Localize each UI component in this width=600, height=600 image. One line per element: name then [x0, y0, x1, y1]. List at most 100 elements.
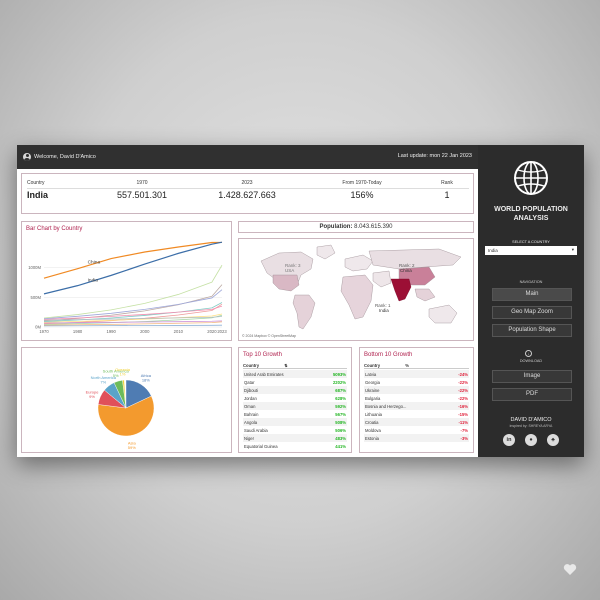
- kpi-header-2023: 2023: [241, 180, 253, 186]
- population-panel: Population: 8.043.615.390: [238, 221, 474, 233]
- pie-label-name: Europe: [86, 389, 100, 394]
- table-cell-country: Bulgaria: [365, 395, 381, 401]
- pie-label-pct: 18%: [142, 377, 150, 382]
- kpi-grid: Country 1970 2023 From 1970-Today Rank I…: [22, 174, 473, 200]
- bottom10-rows: Latvia -24% Georgia -22% Ukraine -22% Bulgaria…: [364, 370, 469, 442]
- table-cell-country: Moldova: [365, 427, 381, 433]
- top10-col-country: Country: [243, 363, 260, 368]
- tableau-icon[interactable]: ♣: [547, 434, 559, 446]
- country-select[interactable]: India ▾: [485, 246, 577, 255]
- sort-icon[interactable]: ⇅: [284, 363, 288, 368]
- table-row[interactable]: Equatorial Guinea 441%: [243, 442, 347, 450]
- map-india: [390, 278, 412, 302]
- kpi-value-1970: 557.501.301: [116, 190, 168, 200]
- line-chart[interactable]: 0M 500M 1000M 1970 1980 1990 2000 2010 2020 2023 C…: [22, 230, 231, 342]
- nav-geo-map-zoom-button[interactable]: Geo Map Zoom: [492, 306, 572, 319]
- pie-slice-oceania: [122, 379, 127, 409]
- table-cell-value: 687%: [335, 387, 346, 393]
- globe-icon: [514, 161, 548, 195]
- table-cell-value: 441%: [335, 443, 346, 449]
- welcome-text: Welcome, David D'Amico: [34, 154, 96, 160]
- table-row[interactable]: Croatia -11%: [364, 418, 469, 426]
- nav-main-button[interactable]: Main: [492, 288, 572, 301]
- series-line-other: [43, 321, 223, 326]
- kpi-divider: [27, 188, 469, 189]
- github-icon[interactable]: ●: [525, 434, 537, 446]
- line-chart-panel: Bar Chart by Country 0M 500M 1000M 1970 1980…: [21, 221, 232, 341]
- table-cell-value: -22%: [458, 379, 468, 385]
- pie-label-name: North America: [91, 375, 117, 380]
- table-row[interactable]: Jordan 628%: [243, 394, 347, 402]
- table-row[interactable]: Angola 508%: [243, 418, 347, 426]
- kpi-header-rank: Rank: [441, 180, 453, 186]
- series-line-other: [43, 289, 223, 320]
- table-row[interactable]: Ukraine -22%: [364, 386, 469, 394]
- table-cell-country: Bosnia and Herzego...: [365, 403, 407, 409]
- table-row[interactable]: United Arab Emirates 5093%: [243, 370, 347, 378]
- pie-slice-asia: [97, 395, 155, 437]
- table-row[interactable]: Niger 483%: [243, 434, 347, 442]
- table-cell-country: Equatorial Guinea: [244, 443, 278, 449]
- table-cell-country: Niger: [244, 435, 255, 441]
- linkedin-icon[interactable]: in: [503, 434, 515, 446]
- table-cell-value: -22%: [458, 387, 468, 393]
- pie-label-pct: 5%: [113, 373, 119, 378]
- pie-label-name: Oceania: [115, 367, 131, 372]
- table-row[interactable]: Qatar 2202%: [243, 378, 347, 386]
- table-cell-country: Croatia: [365, 419, 379, 425]
- series-line-other: [43, 324, 223, 327]
- map-label-india-rank: Rank: 1: [375, 303, 391, 308]
- pie-label-name: Asia: [128, 441, 137, 446]
- x-tick-label: 2023: [217, 329, 227, 334]
- kpi-value-rank: 1: [444, 190, 450, 200]
- x-tick-label: 2000: [140, 329, 150, 334]
- download-image-button[interactable]: Image: [492, 370, 572, 383]
- sidebar: WORLD POPULATION ANALYSIS SELECT A COUNT…: [478, 145, 584, 457]
- user-icon[interactable]: [23, 153, 31, 161]
- map-russia: [368, 248, 462, 270]
- nav-population-shape-button[interactable]: Population Shape: [492, 324, 572, 337]
- table-cell-country: Estonia: [365, 435, 379, 441]
- table-cell-value: 567%: [335, 411, 346, 417]
- world-map[interactable]: Rank: 3 USA Rank: 2 China Rank: 1 India: [239, 239, 473, 340]
- series-line-other: [43, 320, 223, 324]
- table-row[interactable]: Saudi Arabia 506%: [243, 426, 347, 434]
- table-row[interactable]: Oman 592%: [243, 402, 347, 410]
- pie-label-name: Africa: [141, 373, 152, 378]
- table-row[interactable]: Georgia -22%: [364, 378, 469, 386]
- kpi-header-growth: From 1970-Today: [342, 180, 382, 186]
- y-tick-label: 1000M: [28, 265, 41, 270]
- table-row[interactable]: Bosnia and Herzego... -16%: [364, 402, 469, 410]
- map-label-china-rank: Rank: 2: [399, 263, 415, 268]
- table-row[interactable]: Bulgaria -22%: [364, 394, 469, 402]
- table-row[interactable]: Moldova -7%: [364, 426, 469, 434]
- table-row[interactable]: Lithuania -15%: [364, 410, 469, 418]
- map-australia: [428, 304, 458, 324]
- table-cell-country: Bahrain: [244, 411, 259, 417]
- table-row[interactable]: Bahrain 567%: [243, 410, 347, 418]
- table-cell-country: Latvia: [365, 371, 377, 377]
- kpi-value-2023: 1.428.627.663: [218, 190, 276, 200]
- series-line-other: [43, 316, 223, 321]
- table-row[interactable]: Latvia -24%: [364, 370, 469, 378]
- y-tick-label: 500M: [31, 295, 42, 300]
- table-cell-value: 5093%: [332, 371, 346, 377]
- top10-panel: Top 10 Growth Country ⇅ United Arab Emir…: [238, 347, 352, 453]
- table-cell-value: -24%: [458, 371, 468, 377]
- top10-title: Top 10 Growth: [243, 352, 283, 358]
- table-row[interactable]: Estonia -3%: [364, 434, 469, 442]
- y-tick-label: 0M: [35, 325, 41, 330]
- table-cell-country: Angola: [244, 419, 258, 425]
- series-line-other: [43, 303, 223, 325]
- x-tick-label: 1980: [73, 329, 83, 334]
- series-line-other: [43, 264, 223, 319]
- table-cell-country: Jordan: [244, 395, 257, 401]
- map-label-usa-rank: Rank: 3: [285, 263, 301, 268]
- x-tick-label: 1970: [39, 329, 49, 334]
- bottom10-header: Country %: [364, 363, 469, 369]
- series-line-other: [43, 305, 223, 320]
- download-pdf-button[interactable]: PDF: [492, 388, 572, 401]
- world-map-panel: Rank: 3 USA Rank: 2 China Rank: 1 India …: [238, 238, 474, 341]
- table-row[interactable]: Djibouti 687%: [243, 386, 347, 394]
